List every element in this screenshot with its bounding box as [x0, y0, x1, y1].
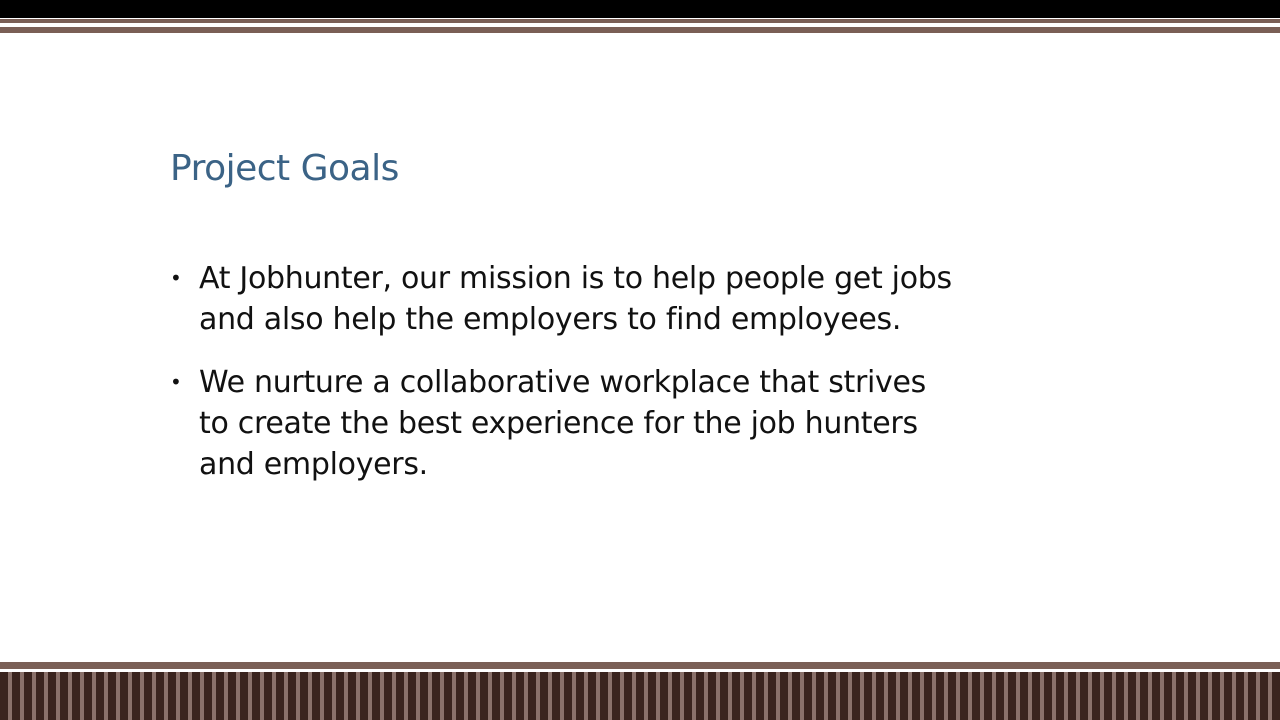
- bottom-solid-bar: [0, 662, 1280, 669]
- bullet-line: and also help the employers to find empl…: [199, 302, 902, 337]
- bullet-icon: •: [170, 370, 182, 394]
- top-black-bar: [0, 0, 1280, 18]
- top-stripe: [0, 27, 1280, 33]
- bullet-item: • At Jobhunter, our mission is to help p…: [170, 258, 990, 340]
- bottom-gap: [0, 669, 1280, 672]
- bottom-decorative-band: [0, 662, 1280, 720]
- bullet-line: to create the best experience for the jo…: [199, 406, 918, 441]
- slide-title: Project Goals: [170, 148, 399, 189]
- top-stripe: [0, 19, 1280, 23]
- top-decorative-band: [0, 0, 1280, 34]
- bullet-line: At Jobhunter, our mission is to help peo…: [199, 261, 952, 296]
- bullet-icon: •: [170, 266, 182, 290]
- bottom-striped-pattern: [0, 672, 1280, 720]
- bullet-list: • At Jobhunter, our mission is to help p…: [170, 258, 990, 507]
- bullet-line: and employers.: [199, 447, 428, 482]
- bullet-item: • We nurture a collaborative workplace t…: [170, 362, 990, 485]
- bullet-line: We nurture a collaborative workplace tha…: [199, 365, 926, 400]
